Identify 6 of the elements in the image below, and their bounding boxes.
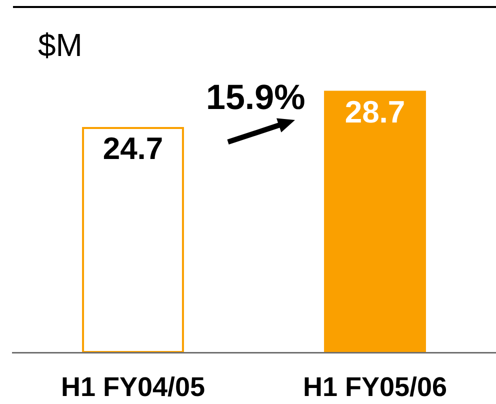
x-tick-label: H1 FY04/05 xyxy=(60,372,206,402)
y-axis-title: $M xyxy=(38,27,82,63)
data-label: 28.7 xyxy=(344,94,406,130)
x-tick-label: H1 FY05/06 xyxy=(302,372,448,402)
annotation: 15.9% xyxy=(206,78,306,117)
data-label: 24.7 xyxy=(102,130,164,166)
